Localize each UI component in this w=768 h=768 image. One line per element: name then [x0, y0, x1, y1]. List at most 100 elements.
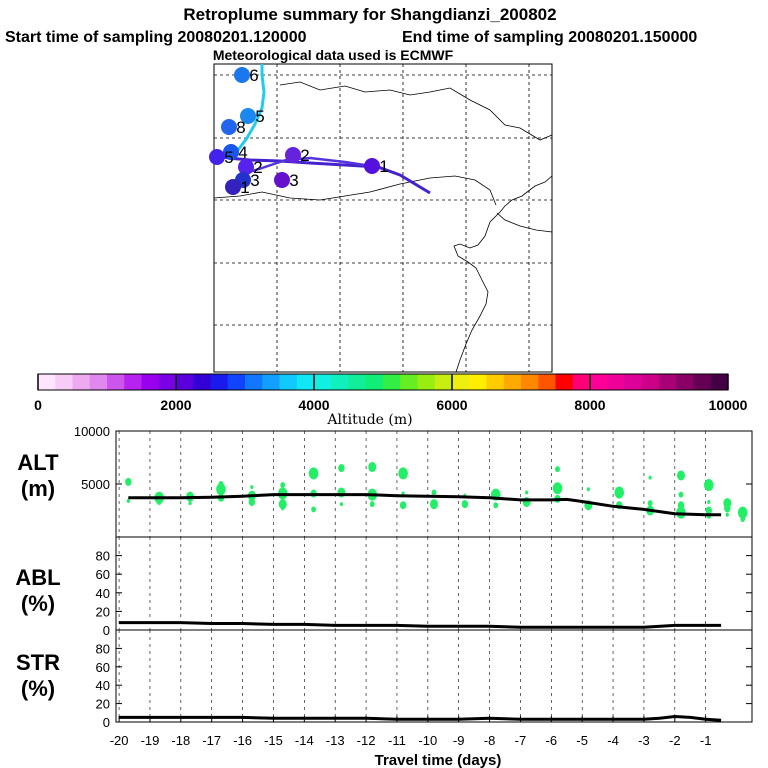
altitude-cluster-point: [188, 501, 192, 506]
colorbar-tick-label: 2000: [160, 397, 191, 413]
colorbar-swatch: [693, 374, 712, 390]
coastline-bohai: [496, 212, 553, 233]
altitude-cluster-point: [724, 504, 731, 513]
trajectory-marker: 5: [240, 107, 265, 126]
marker-dot: [238, 159, 254, 175]
colorbar-tick-label: 4000: [298, 397, 329, 413]
x-tick-label: -7: [515, 733, 527, 748]
trajectory-marker: 6: [234, 66, 259, 85]
colorbar-swatch: [89, 374, 108, 390]
altitude-cluster-point: [281, 506, 285, 511]
colorbar-swatch: [158, 374, 177, 390]
altitude-cluster-point: [311, 506, 316, 513]
marker-label: 5: [255, 107, 264, 126]
altitude-cluster-point: [648, 475, 652, 480]
altitude-cluster-point: [647, 500, 653, 507]
trajectory-marker: 1: [364, 157, 389, 176]
altitude-cluster-point: [678, 491, 684, 498]
x-tick-label: -16: [233, 733, 252, 748]
altitude-cluster-point: [676, 470, 685, 481]
marker-label: 5: [224, 148, 233, 167]
marker-label: 3: [250, 171, 259, 190]
marker-dot: [225, 179, 241, 195]
colorbar-swatch: [607, 374, 625, 390]
colorbar-swatch: [452, 374, 470, 390]
x-axis-title: Travel time (days): [375, 752, 502, 768]
marker-dot: [240, 108, 256, 124]
marker-label: 3: [289, 171, 298, 190]
marker-label: 6: [249, 66, 258, 85]
altitude-cluster-point: [338, 464, 345, 473]
y-tick-label: 0: [103, 715, 110, 730]
x-tick-label: -15: [264, 733, 283, 748]
colorbar-swatch: [383, 374, 401, 390]
x-tick-label: -5: [576, 733, 588, 748]
colorbar-swatch: [72, 374, 91, 390]
x-tick-label: -6: [546, 733, 558, 748]
x-tick-label: -20: [110, 733, 129, 748]
colorbar-swatch: [417, 374, 436, 390]
x-tick-label: -4: [607, 733, 619, 748]
colorbar-swatch: [538, 374, 556, 390]
colorbar-swatch: [176, 374, 194, 390]
panel-ylabel-unit: (%): [21, 676, 55, 701]
marker-dot: [364, 158, 380, 174]
y-tick-label: 0: [103, 623, 110, 638]
colorbar-swatch: [486, 374, 505, 390]
x-tick-label: -13: [326, 733, 345, 748]
trajectory-marker: 3: [274, 171, 299, 190]
colorbar-swatch: [348, 374, 367, 390]
x-tick-label: -12: [357, 733, 376, 748]
colorbar-tick-label: 6000: [436, 397, 467, 413]
altitude-cluster-point: [703, 479, 714, 492]
altitude-cluster-point: [461, 500, 469, 509]
coastline-north: [279, 81, 553, 141]
altitude-cluster-point: [368, 462, 377, 473]
panel-frame: [115, 629, 753, 723]
altitude-cluster-point: [280, 482, 286, 489]
marker-label: 2: [253, 158, 262, 177]
y-tick-label: 60: [96, 660, 110, 675]
colorbar-swatch: [210, 374, 229, 390]
colorbar-swatch: [262, 374, 280, 390]
altitude-cluster-point: [493, 502, 499, 509]
colorbar-swatch: [245, 374, 263, 390]
x-tick-label: -3: [638, 733, 650, 748]
panel-abl: 80 60 40 20 0 ABL(%): [15, 536, 753, 638]
x-axis-ticks: -20 -19 -18 -17 -16 -15 -14 -13 -12 -11 -10 -9 -8 -7 -…: [110, 716, 712, 748]
y-tick-label: 5000: [81, 477, 110, 492]
altitude-colorbar: 0 2000 4000 6000 8000 10000: [34, 373, 748, 413]
altitude-cluster-point: [339, 502, 343, 507]
colorbar-tick-label: 8000: [574, 397, 605, 413]
trajectory-marker: 2: [238, 158, 263, 177]
coastline-inland: [213, 175, 497, 206]
altitude-cluster-point: [614, 486, 625, 499]
series-line-str: [119, 714, 722, 722]
marker-label: 1: [240, 178, 249, 197]
altitude-cluster-point: [369, 501, 375, 508]
coastlines: [213, 81, 553, 373]
y-tick-label: 20: [96, 604, 110, 619]
y-tick-label: 10000: [74, 424, 110, 439]
sampling-end: End time of sampling 20080201.150000: [402, 29, 697, 46]
trajectory-marker: 1: [225, 178, 250, 197]
colorbar-swatch: [38, 374, 56, 390]
panel-frame: [115, 536, 753, 631]
marker-dot: [209, 149, 225, 165]
altitude-cluster-point: [430, 499, 438, 510]
marker-label: 1: [379, 157, 388, 176]
x-tick-label: -10: [418, 733, 437, 748]
altitude-cluster-point: [278, 499, 287, 510]
colorbar-swatch: [107, 374, 125, 390]
marker-dot: [234, 67, 250, 83]
altitude-cluster-point: [740, 515, 746, 522]
altitude-cluster-point: [126, 498, 130, 503]
y-tick-label: 40: [96, 586, 110, 601]
colorbar-swatch: [572, 374, 591, 390]
y-tick-label: 20: [96, 697, 110, 712]
x-tick-label: -1: [700, 733, 712, 748]
altitude-cluster-point: [218, 481, 224, 487]
colorbar-swatch: [521, 374, 539, 390]
panel-ylabel-unit: (%): [21, 591, 55, 616]
